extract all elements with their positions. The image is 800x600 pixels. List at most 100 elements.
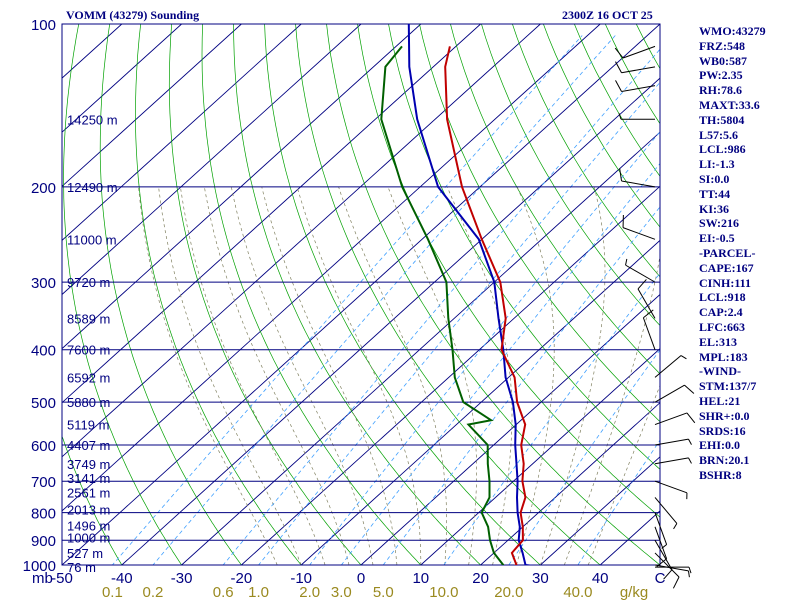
mixing-ratio-label: 0.6 xyxy=(213,584,234,600)
mixing-ratio-line xyxy=(309,131,660,565)
sounding-time: 2300Z 16 OCT 25 xyxy=(562,8,653,22)
sounding-index: FRZ:548 xyxy=(699,38,745,53)
wind-barb-flag xyxy=(615,61,622,73)
sounding-index: HEL:21 xyxy=(699,393,741,408)
mixing-ratio-line xyxy=(577,439,660,565)
sounding-index: RH:78.6 xyxy=(699,83,742,98)
moist-adiabat-line xyxy=(138,186,278,565)
height-label: 6592 m xyxy=(67,370,110,385)
sounding-index: CINH:111 xyxy=(699,275,752,290)
isotherm-line xyxy=(62,24,660,565)
mixing-ratio-line xyxy=(508,349,660,565)
parcel-trace xyxy=(407,24,535,565)
sounding-index: SRDS:16 xyxy=(699,423,746,438)
height-label: 3749 m xyxy=(67,457,110,472)
wind-barb-half-flag xyxy=(618,113,622,120)
isotherm-line xyxy=(62,24,362,296)
wind-barb-staff xyxy=(654,512,668,545)
pressure-tick-label: 100 xyxy=(31,17,56,34)
sounding-index: LCL:986 xyxy=(699,142,746,157)
height-label: 14250 m xyxy=(67,112,118,127)
height-label: 5119 m xyxy=(67,418,109,433)
dry-adiabat-line xyxy=(168,24,362,565)
mixing-ratio-line xyxy=(258,81,660,565)
moist-adiabat-line xyxy=(158,186,302,565)
dry-adiabat-line xyxy=(450,24,660,375)
isotherm-line xyxy=(62,24,601,512)
sounding-index: WB0:587 xyxy=(699,53,747,68)
mixing-ratio-label: 40.0 xyxy=(563,584,592,600)
pressure-tick-label: 300 xyxy=(31,275,56,292)
chart-grid xyxy=(62,24,660,565)
dry-adiabat-line xyxy=(201,24,422,565)
mixing-ratio-label: 20.0 xyxy=(494,584,523,600)
pressure-tick-label: 700 xyxy=(31,474,56,491)
wind-barb-staff xyxy=(654,438,689,446)
wind-barb-staff xyxy=(625,264,656,283)
wind-barb-staff xyxy=(654,497,678,524)
wind-barb-half-flag xyxy=(688,438,692,445)
temperature-tick-label: -50 xyxy=(51,570,73,587)
sounding-index: STM:137/7 xyxy=(699,379,757,394)
plot-frame xyxy=(61,23,661,566)
pressure-tick-label: 200 xyxy=(31,180,56,197)
dry-adiabat-line xyxy=(388,24,660,470)
dry-adiabat-line xyxy=(264,24,541,565)
wind-barb-half-flag xyxy=(687,570,690,578)
wind-barb-staff xyxy=(654,552,680,578)
temperature-trace xyxy=(444,46,527,565)
sounding-index: BSHR:8 xyxy=(699,467,742,482)
wind-barb-half-flag xyxy=(625,258,628,266)
wind-barb-staff xyxy=(654,384,685,403)
wind-barb-staff xyxy=(637,288,656,319)
height-label: 2561 m xyxy=(67,486,110,501)
wind-barb-staff xyxy=(654,355,682,378)
wind-barb-flag xyxy=(619,168,623,182)
sounding-index: BRN:20.1 xyxy=(699,453,750,468)
wind-barb-staff xyxy=(621,180,656,188)
moist-adiabat-line xyxy=(587,384,660,565)
temperature-tick-label: -10 xyxy=(290,570,312,587)
wind-barb-staff xyxy=(622,227,656,240)
dry-adiabat-line xyxy=(63,24,182,565)
height-label: 2013 m xyxy=(67,503,110,518)
dry-adiabat-line xyxy=(233,24,482,565)
sounding-traces xyxy=(380,24,535,565)
mixing-ratio-label: 2.0 xyxy=(299,584,320,600)
wind-barb-staff xyxy=(622,45,656,59)
dry-adiabat-line xyxy=(419,24,660,423)
isotherm-line xyxy=(62,24,541,458)
sounding-index: CAPE:167 xyxy=(699,260,754,275)
mixing-ratio-label: 3.0 xyxy=(331,584,352,600)
wind-barb-flag xyxy=(637,279,647,290)
moist-adiabat-line xyxy=(180,186,326,565)
mixing-ratio-line xyxy=(382,206,660,565)
pressure-tick-label: 600 xyxy=(31,438,56,455)
wind-barb-staff xyxy=(654,412,688,426)
sounding-index: LI:-1.3 xyxy=(699,157,735,172)
sounding-index: TH:5804 xyxy=(699,112,745,127)
mixing-ratio-label: 5.0 xyxy=(373,584,394,600)
height-label: 527 m xyxy=(67,546,103,561)
sounding-index: SHR+:0.0 xyxy=(699,408,750,423)
sounding-index: SI:0.0 xyxy=(699,171,730,186)
isotherm-line xyxy=(480,402,660,565)
sounding-index: EHI:0.0 xyxy=(699,438,741,453)
sounding-index: MPL:183 xyxy=(699,349,748,364)
mixing-ratio-label: 1.0 xyxy=(248,584,269,600)
wind-barb-flag xyxy=(663,569,673,580)
isotherm-line xyxy=(121,77,660,565)
sounding-index: WMO:43279 xyxy=(699,24,766,38)
wind-barb-half-flag xyxy=(688,457,692,464)
sounding-index: LFC:663 xyxy=(699,319,745,334)
isotherm-line xyxy=(241,185,660,565)
height-label: 7600 m xyxy=(67,343,110,358)
height-label: 4407 m xyxy=(67,438,110,453)
wind-barb-staff xyxy=(654,480,688,494)
temperature-tick-label: 20 xyxy=(472,570,489,587)
temperature-tick-label: 0 xyxy=(357,570,365,587)
wind-barb-half-flag xyxy=(680,355,687,360)
sounding-indices: WMO:43279 FRZ:548 WB0:587 PW:2.35 RH:78.6 MAX… xyxy=(699,24,766,483)
